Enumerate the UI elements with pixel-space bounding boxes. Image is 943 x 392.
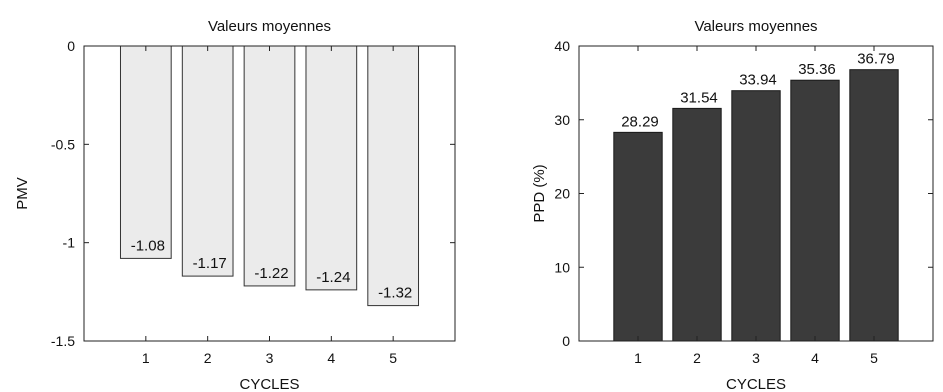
y-tick-label: 0 bbox=[562, 333, 570, 349]
plot-frame bbox=[83, 45, 456, 342]
data-label-4: -1.24 bbox=[316, 269, 350, 286]
bar-2 bbox=[181, 45, 234, 277]
x-tick-label-2: 2 bbox=[693, 350, 701, 366]
bar-4 bbox=[305, 45, 358, 291]
data-label-2: -1.17 bbox=[193, 255, 227, 272]
y-axis-label: PPD (%) bbox=[531, 164, 548, 222]
data-label-5: 36.79 bbox=[857, 51, 895, 68]
data-label-2: 31.54 bbox=[680, 89, 718, 106]
x-tick-label-1: 1 bbox=[142, 350, 150, 366]
x-axis-label: CYCLES bbox=[239, 376, 299, 392]
ppd-chart: Valeurs moyennes CYCLES PPD (%) 28.29 1 31.54… bbox=[531, 18, 934, 392]
data-label-3: -1.22 bbox=[254, 265, 288, 282]
y-tick-label: 40 bbox=[554, 38, 570, 54]
bar-5 bbox=[849, 69, 899, 342]
y-tick-label: 30 bbox=[554, 112, 570, 128]
y-tick-label: 10 bbox=[554, 259, 570, 275]
y-tick-label: -1 bbox=[63, 235, 76, 251]
x-tick-label-3: 3 bbox=[266, 350, 274, 366]
x-tick-label-5: 5 bbox=[870, 350, 878, 366]
bar-5 bbox=[367, 45, 420, 307]
chart-title: Valeurs moyennes bbox=[208, 18, 331, 35]
bar-1 bbox=[119, 45, 172, 259]
x-tick-label-4: 4 bbox=[811, 350, 819, 366]
data-label-3: 33.94 bbox=[739, 72, 777, 89]
y-tick-label: 20 bbox=[554, 186, 570, 202]
x-tick-label-5: 5 bbox=[389, 350, 397, 366]
data-label-5: -1.32 bbox=[378, 285, 412, 302]
x-tick-label-4: 4 bbox=[327, 350, 335, 366]
bar-1 bbox=[613, 131, 663, 342]
data-label-4: 35.36 bbox=[798, 61, 836, 78]
data-label-1: 28.29 bbox=[621, 113, 659, 130]
y-tick-label: -0.5 bbox=[51, 136, 75, 152]
x-tick-label-3: 3 bbox=[752, 350, 760, 366]
y-axis-label: PMV bbox=[14, 177, 31, 210]
pmv-chart: Valeurs moyennes CYCLES PMV -1.08 1 -1.17 2 -1.… bbox=[14, 18, 456, 392]
bar-2 bbox=[672, 107, 722, 342]
x-axis-label: CYCLES bbox=[726, 376, 786, 392]
bar-3 bbox=[731, 90, 781, 342]
y-tick-label: -1.5 bbox=[51, 333, 75, 349]
y-tick-label: 0 bbox=[67, 38, 75, 54]
data-label-1: -1.08 bbox=[131, 237, 165, 254]
x-tick-label-1: 1 bbox=[634, 350, 642, 366]
bar-3 bbox=[243, 45, 296, 287]
chart-title: Valeurs moyennes bbox=[694, 18, 817, 35]
bar-4 bbox=[790, 79, 840, 342]
x-tick-label-2: 2 bbox=[204, 350, 212, 366]
plot-frame bbox=[578, 45, 934, 342]
